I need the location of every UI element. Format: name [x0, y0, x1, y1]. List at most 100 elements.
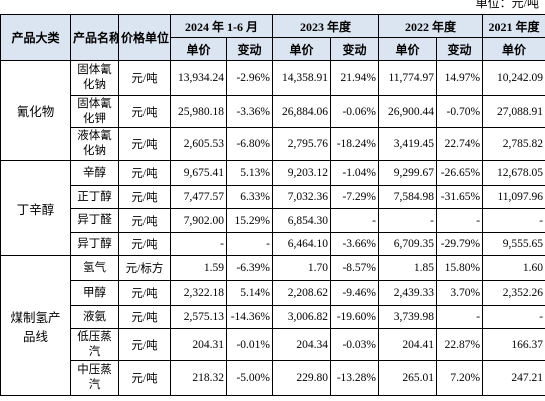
change-cell: 14.97% — [436, 60, 484, 96]
price-cell: 218.32 — [170, 360, 227, 396]
price-unit: 元/吨 — [118, 127, 171, 161]
change-cell: -26.65% — [436, 160, 484, 186]
price-table: 产品大类 产品名称 价格单位 2024 年 1-6 月 2023 年度 2022 年度 20… — [0, 14, 545, 396]
change-cell: -6.39% — [226, 255, 273, 281]
price-cell: 26,884.06 — [272, 95, 331, 128]
change-cell: -13.28% — [329, 360, 380, 396]
change-cell: -3.66% — [329, 232, 380, 256]
price-unit: 元/吨 — [118, 280, 171, 306]
data-row: 低压蒸汽 元/吨 204.31 -0.01% 204.34 -0.03% 204.41 22.… — [1, 328, 545, 361]
column-header: 产品大类 — [0, 14, 71, 61]
product-name: 中压蒸汽 — [70, 360, 119, 396]
price-cell: - — [482, 305, 545, 329]
change-cell: -19.60% — [329, 305, 380, 329]
change-cell: -0.01% — [226, 328, 273, 361]
column-header: 2024 年 1-6 月 — [170, 14, 273, 38]
price-cell: 11,097.96 — [482, 185, 545, 209]
change-cell: 3.70% — [436, 280, 484, 306]
change-cell: 22.74% — [436, 127, 484, 161]
price-cell: 3,006.82 — [272, 305, 331, 329]
product-name: 正丁醇 — [70, 185, 119, 209]
price-cell: 26,900.44 — [378, 95, 438, 128]
change-cell: -5.00% — [226, 360, 273, 396]
change-cell: - — [436, 305, 484, 329]
product-name: 低压蒸汽 — [70, 328, 119, 361]
price-cell: 9,555.65 — [482, 232, 545, 256]
price-cell: 9,299.67 — [378, 160, 438, 186]
data-row: 煤制氢产品线 氢气 元/标方 1.59 -6.39% 1.70 -8.57% 1.85 15.8… — [0, 255, 545, 396]
price-cell: 3,419.45 — [378, 127, 438, 161]
product-name: 固体氰化钾 — [70, 95, 119, 128]
price-cell: 2,575.13 — [170, 305, 227, 329]
change-cell: 21.94% — [329, 60, 380, 96]
product-name: 异丁醛 — [70, 208, 119, 233]
price-cell: - — [482, 208, 545, 233]
change-cell: -1.04% — [329, 160, 380, 186]
price-unit: 元/吨 — [118, 208, 171, 233]
price-cell: 2,785.82 — [482, 127, 545, 161]
price-cell: 2,208.62 — [272, 280, 331, 306]
change-cell: -31.65% — [436, 185, 484, 209]
sub-header: 变动 — [329, 37, 380, 61]
column-header: 2022 年度 — [378, 14, 484, 38]
sub-header: 单价 — [378, 37, 438, 61]
column-header: 价格单位 — [118, 14, 171, 61]
price-cell: 1.59 — [170, 255, 227, 281]
price-cell: 7,902.00 — [170, 208, 227, 233]
product-name: 甲醇 — [70, 280, 119, 306]
change-cell: 5.13% — [226, 160, 273, 186]
product-name: 液氨 — [70, 305, 119, 329]
column-header: 2021 年度 — [482, 14, 545, 38]
change-cell: -6.80% — [226, 127, 273, 161]
group-name: 丁辛醇 — [0, 160, 71, 256]
change-cell: -3.36% — [226, 95, 273, 128]
data-row: 正丁醇 元/吨 7,477.57 6.33% 7,032.36 -7.29% 7,584.9… — [1, 185, 545, 209]
change-cell: -18.24% — [329, 127, 380, 161]
change-cell: -8.57% — [329, 255, 380, 281]
product-name: 液体氰化钠 — [70, 127, 119, 161]
data-row: 甲醇 元/吨 2,322.18 5.14% 2,208.62 -9.46% 2,439.33… — [1, 280, 545, 306]
product-name: 固体氰化钠 — [70, 60, 119, 96]
price-cell: 13,934.24 — [170, 60, 227, 96]
sub-header: 单价 — [482, 37, 545, 61]
data-row: 液氨 元/吨 2,575.13 -14.36% 3,006.82 -19.60% 3,739… — [1, 305, 545, 329]
data-row: 固体氰化钾 元/吨 25,980.18 -3.36% 26,884.06 -0.06% 26… — [1, 95, 545, 128]
price-unit: 元/吨 — [118, 305, 171, 329]
change-cell: 7.20% — [436, 360, 484, 396]
price-cell: 6,709.35 — [378, 232, 438, 256]
unit-note: 单位：元/吨 — [475, 0, 539, 10]
price-unit: 元/吨 — [118, 185, 171, 209]
price-unit: 元/吨 — [118, 160, 171, 186]
price-cell: 2,352.26 — [482, 280, 545, 306]
change-cell: 5.14% — [226, 280, 273, 306]
price-cell: 204.31 — [170, 328, 227, 361]
change-cell: 15.29% — [226, 208, 273, 233]
price-cell: 6,464.10 — [272, 232, 331, 256]
change-cell: -0.70% — [436, 95, 484, 128]
price-cell: 2,795.76 — [272, 127, 331, 161]
change-cell: 6.33% — [226, 185, 273, 209]
price-cell: 2,605.53 — [170, 127, 227, 161]
column-header: 2023 年度 — [271, 14, 380, 38]
price-cell: 7,032.36 — [272, 185, 331, 209]
change-cell: - — [436, 208, 484, 233]
change-cell: -2.96% — [226, 60, 273, 96]
price-unit: 元/吨 — [118, 232, 171, 256]
product-name: 异丁醇 — [70, 232, 119, 256]
change-cell: 15.80% — [436, 255, 484, 281]
header-row: 产品大类 产品名称 价格单位 2024 年 1-6 月 2023 年度 2022 年度 20… — [0, 14, 545, 61]
price-cell: 9,675.41 — [170, 160, 227, 186]
price-unit: 元/标方 — [118, 255, 171, 281]
price-unit: 元/吨 — [118, 328, 171, 361]
data-row: 中压蒸汽 元/吨 218.32 -5.00% 229.80 -13.28% 265.01 7.… — [1, 360, 545, 396]
change-cell: - — [329, 208, 380, 233]
data-row: 氰化物 固体氰化钠 元/吨 13,934.24 -2.96% 14,358.91 21.94… — [0, 60, 545, 161]
price-cell: 204.41 — [378, 328, 438, 361]
change-cell: -29.79% — [436, 232, 484, 256]
price-cell: 9,203.12 — [272, 160, 331, 186]
product-name: 氢气 — [70, 255, 119, 281]
sub-header: 单价 — [170, 37, 227, 61]
header-row: 单价 变动 单价 变动 单价 变动 单价 — [1, 37, 545, 61]
price-cell: 166.37 — [482, 328, 545, 361]
price-unit: 元/吨 — [118, 60, 171, 96]
